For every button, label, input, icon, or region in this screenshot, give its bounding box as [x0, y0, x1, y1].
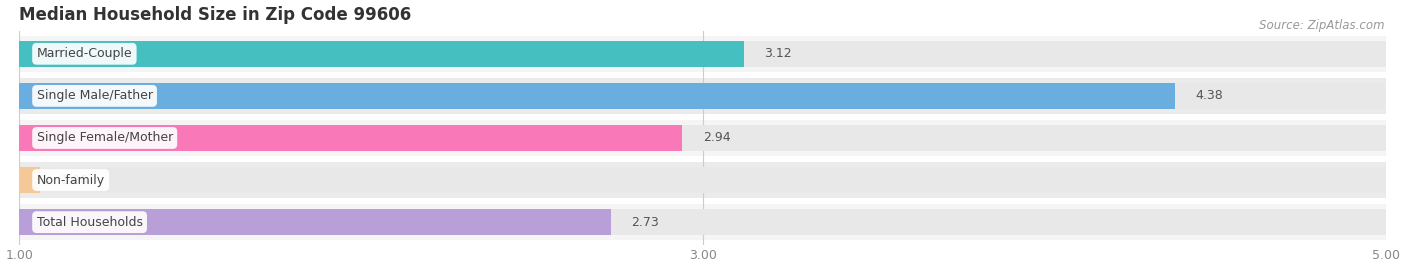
- Bar: [20, 83, 1174, 109]
- Bar: [20, 41, 744, 67]
- Text: 2.94: 2.94: [703, 132, 731, 144]
- Bar: [20, 167, 1386, 193]
- Text: 2.73: 2.73: [631, 216, 659, 229]
- Bar: [20, 120, 1386, 156]
- Text: Median Household Size in Zip Code 99606: Median Household Size in Zip Code 99606: [20, 6, 412, 24]
- Text: Non-family: Non-family: [37, 174, 104, 187]
- Text: 4.38: 4.38: [1195, 90, 1223, 102]
- Bar: [20, 78, 1386, 114]
- Bar: [20, 83, 1386, 109]
- Text: Single Female/Mother: Single Female/Mother: [37, 132, 173, 144]
- Bar: [20, 162, 1386, 198]
- Text: Married-Couple: Married-Couple: [37, 47, 132, 60]
- Text: Source: ZipAtlas.com: Source: ZipAtlas.com: [1260, 19, 1385, 32]
- Text: 1.06: 1.06: [60, 174, 89, 187]
- Text: Total Households: Total Households: [37, 216, 142, 229]
- Bar: [20, 204, 1386, 240]
- Bar: [20, 209, 610, 235]
- Bar: [20, 167, 39, 193]
- Bar: [20, 125, 1386, 151]
- Bar: [20, 209, 1386, 235]
- Bar: [20, 41, 1386, 67]
- Text: 3.12: 3.12: [765, 47, 792, 60]
- Bar: [20, 36, 1386, 72]
- Text: Single Male/Father: Single Male/Father: [37, 90, 153, 102]
- Bar: [20, 125, 682, 151]
